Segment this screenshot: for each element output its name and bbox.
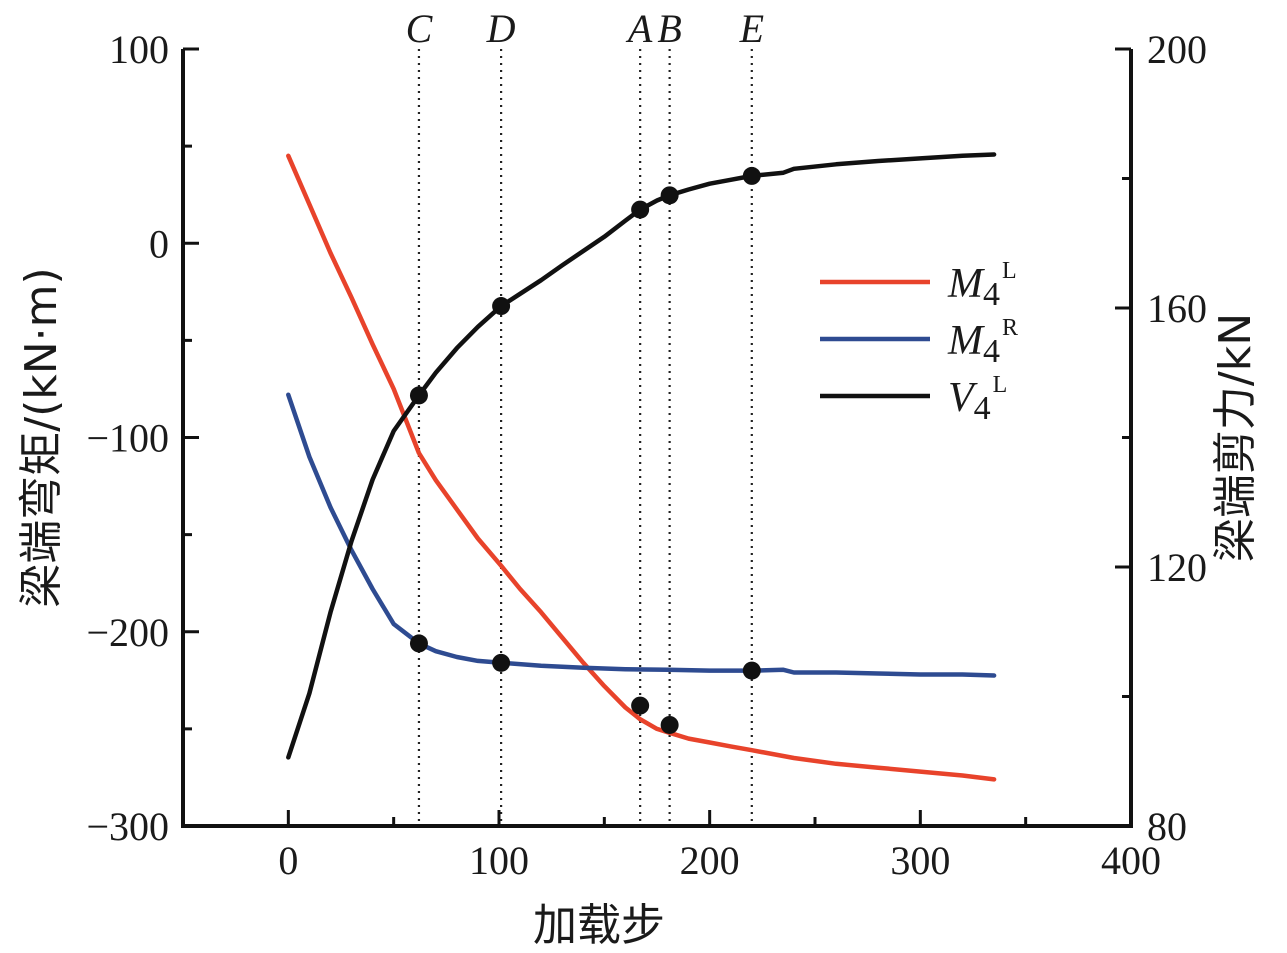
- y-right-tick-label: 160: [1147, 286, 1207, 331]
- y-right-tick-label: 200: [1147, 27, 1207, 72]
- legend-label-V4L: V4L: [948, 372, 1007, 427]
- data-point-V4L-1: [492, 297, 511, 316]
- y-left-axis-title: 梁端弯矩/(kN·m): [16, 267, 67, 607]
- data-point-M4R-0: [409, 634, 428, 653]
- x-tick-label: 400: [1101, 838, 1161, 883]
- data-point-V4L-3: [660, 186, 679, 205]
- y-left-tick-label: −100: [86, 416, 169, 461]
- series-line-M4L: [286, 153, 997, 782]
- y-left-tick-label: 0: [149, 221, 169, 266]
- legend-label-M4L: M4L: [947, 258, 1017, 313]
- data-point-V4L-0: [409, 386, 428, 405]
- series-layer: [286, 152, 997, 782]
- x-tick-label: 0: [278, 838, 298, 883]
- y-left-tick-label: 100: [109, 27, 169, 72]
- marker-label-E: E: [739, 6, 764, 51]
- y-right-axis-title: 梁端剪力/kN: [1210, 313, 1261, 562]
- marker-label-B: B: [657, 6, 681, 51]
- y-right-tick-label: 120: [1147, 545, 1207, 590]
- marker-label-D: D: [486, 6, 516, 51]
- marker-label-A: A: [625, 6, 653, 51]
- y-left-tick-label: −200: [86, 610, 169, 655]
- series-line-V4L: [286, 152, 997, 760]
- series-line-M4R: [286, 392, 997, 678]
- x-tick-label: 200: [680, 838, 740, 883]
- marker-label-C: C: [406, 6, 434, 51]
- x-tick-label: 300: [890, 838, 950, 883]
- legend-label-M4R: M4R: [947, 315, 1018, 370]
- axes: 0 100 200 300 400 −300 −200 −100 0 100 80 120 160 200…: [16, 27, 1261, 951]
- data-point-M4R-2: [742, 661, 761, 680]
- x-axis-title: 加载步: [533, 900, 665, 951]
- y-right-tick-label: 80: [1147, 804, 1187, 849]
- data-point-V4L-4: [742, 166, 761, 185]
- x-tick-label: 100: [469, 838, 529, 883]
- data-point-M4L-0: [631, 696, 650, 715]
- data-point-V4L-2: [631, 200, 650, 219]
- y-left-tick-label: −300: [86, 804, 169, 849]
- data-point-M4R-1: [492, 653, 511, 672]
- data-point-M4L-1: [660, 715, 679, 734]
